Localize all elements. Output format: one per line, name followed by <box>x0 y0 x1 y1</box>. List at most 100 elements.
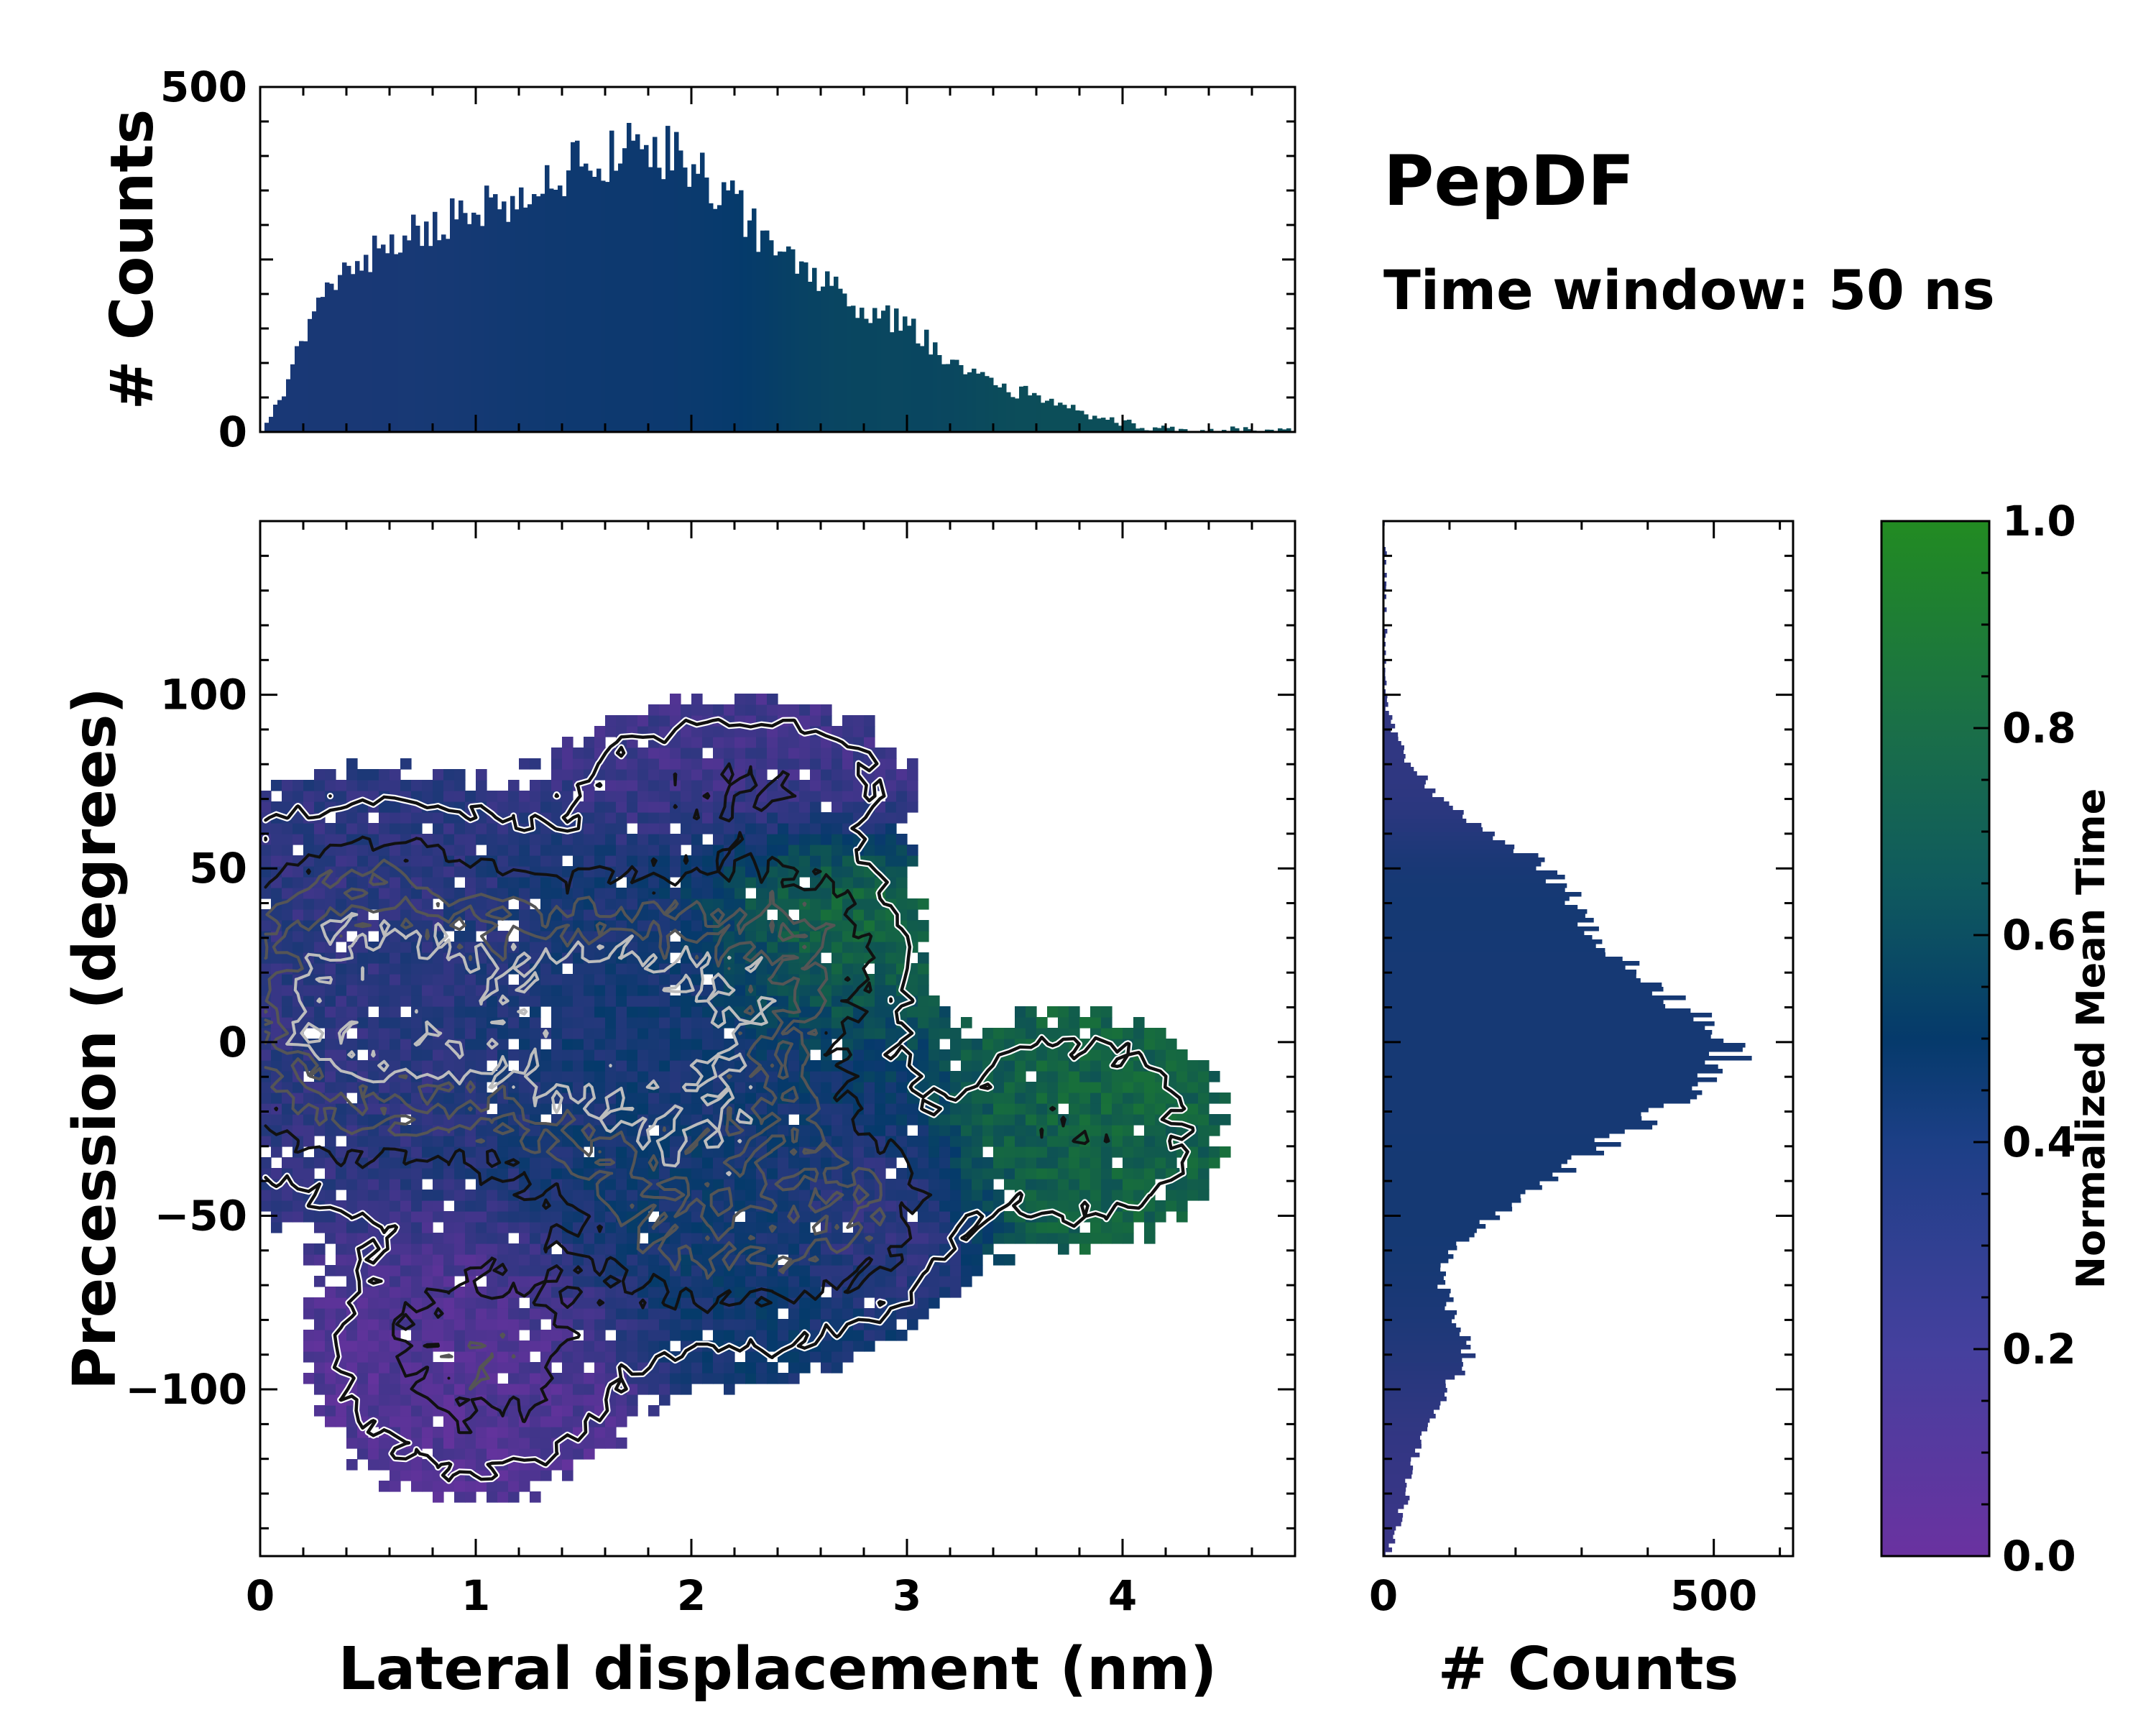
heatmap-cell <box>756 1319 768 1330</box>
heatmap-cell <box>929 1071 940 1082</box>
heatmap-cell <box>562 1060 573 1072</box>
heatmap-cell <box>368 898 379 910</box>
right-histogram-bar <box>1383 1190 1526 1195</box>
heatmap-cell <box>260 823 272 834</box>
heatmap-cell <box>950 1114 962 1126</box>
heatmap-cell <box>918 898 929 910</box>
heatmap-cell <box>476 1049 487 1061</box>
heatmap-cell <box>756 1276 768 1287</box>
heatmap-cell <box>950 1287 962 1298</box>
heatmap-cell <box>443 1265 455 1276</box>
heatmap-cell <box>799 845 811 856</box>
top-histogram-bar <box>1006 392 1011 432</box>
heatmap-cell <box>950 1049 962 1061</box>
heatmap-cell <box>1101 1190 1112 1201</box>
heatmap-cell <box>292 866 304 878</box>
heatmap-cell <box>648 1405 660 1417</box>
top-histogram-bar <box>385 253 390 432</box>
right-histogram-bar <box>1383 1366 1462 1371</box>
heatmap-cell <box>842 1200 854 1212</box>
heatmap-cell <box>346 1233 358 1244</box>
heatmap-cell <box>573 1351 584 1363</box>
heatmap-cell <box>616 1179 627 1190</box>
heatmap-cell <box>390 1211 401 1223</box>
heatmap-cell <box>584 1351 595 1363</box>
heatmap-cell <box>497 1006 509 1018</box>
heatmap-cell <box>1112 1211 1123 1223</box>
heatmap-cell <box>670 1319 681 1330</box>
heatmap-cell <box>918 1222 929 1233</box>
heatmap-cell <box>540 1136 552 1147</box>
heatmap-cell <box>487 1308 498 1320</box>
heatmap-cell <box>379 1394 390 1406</box>
heatmap-cell <box>929 1297 940 1309</box>
heatmap-cell <box>896 769 908 781</box>
heatmap-cell <box>788 1222 800 1233</box>
heatmap-cell <box>336 1243 347 1255</box>
heatmap-cell <box>260 920 272 932</box>
heatmap-cell <box>875 834 886 845</box>
heatmap-cell <box>1047 1092 1059 1104</box>
heatmap-cell <box>810 995 821 1007</box>
heatmap-cell <box>292 1125 304 1136</box>
heatmap-cell <box>422 1114 433 1126</box>
heatmap-cell <box>691 1211 703 1223</box>
heatmap-cell <box>799 1190 811 1201</box>
heatmap-cell <box>691 1373 703 1384</box>
right-histogram-bar <box>1383 1353 1476 1358</box>
heatmap-cell <box>713 1200 724 1212</box>
heatmap-cell <box>443 769 455 781</box>
heatmap-cell <box>594 974 606 985</box>
heatmap-cell <box>648 1308 660 1320</box>
heatmap-cell <box>821 715 832 727</box>
heatmap-cell <box>842 1006 854 1018</box>
heatmap-cell <box>433 1114 444 1126</box>
heatmap-cell <box>627 1233 638 1244</box>
heatmap-cell <box>562 737 573 748</box>
heatmap-cell <box>1123 1190 1134 1201</box>
heatmap-cell <box>508 995 520 1007</box>
heatmap-cell <box>788 769 800 781</box>
heatmap-cell <box>702 758 714 770</box>
heatmap-cell <box>487 1190 498 1201</box>
heatmap-cell <box>831 1265 843 1276</box>
heatmap-cell <box>379 1039 390 1050</box>
heatmap-cell <box>573 1211 584 1223</box>
right-histogram-bar <box>1383 1414 1436 1419</box>
heatmap-cell <box>605 1351 617 1363</box>
heatmap-cell <box>476 1448 487 1460</box>
heatmap-cell <box>734 1190 746 1201</box>
top-histogram-bar <box>1127 419 1132 432</box>
heatmap-cell <box>476 1211 487 1223</box>
heatmap-cell <box>336 1146 347 1158</box>
heatmap-cell <box>497 1222 509 1233</box>
heatmap-cell <box>605 715 617 727</box>
heatmap-cell <box>346 1179 358 1190</box>
heatmap-cell <box>1058 1082 1069 1093</box>
heatmap-cell <box>842 1297 854 1309</box>
heatmap-cell <box>476 1243 487 1255</box>
heatmap-cell <box>390 1136 401 1147</box>
heatmap-cell <box>433 769 444 781</box>
heatmap-cell <box>314 769 326 781</box>
right-histogram-bar <box>1383 1371 1465 1376</box>
heatmap-cell <box>357 1297 369 1309</box>
heatmap-cell <box>1101 1017 1112 1029</box>
heatmap-cell <box>314 1243 326 1255</box>
heatmap-cell <box>433 834 444 845</box>
heatmap-cell <box>637 1060 649 1072</box>
heatmap-cell <box>476 866 487 878</box>
heatmap-cell <box>939 1287 951 1298</box>
figure-title: PepDF <box>1383 141 1634 221</box>
right-histogram-bar <box>1383 1254 1454 1259</box>
heatmap-cell <box>799 985 811 996</box>
heatmap-cell <box>691 920 703 932</box>
heatmap-cell <box>422 1222 433 1233</box>
heatmap-cell <box>982 1039 994 1050</box>
heatmap-cell <box>390 877 401 888</box>
top-histogram-bar <box>967 372 972 432</box>
heatmap-cell <box>907 1136 918 1147</box>
heatmap-cell <box>745 898 757 910</box>
heatmap-cell <box>282 834 293 845</box>
heatmap-cell <box>346 974 358 985</box>
